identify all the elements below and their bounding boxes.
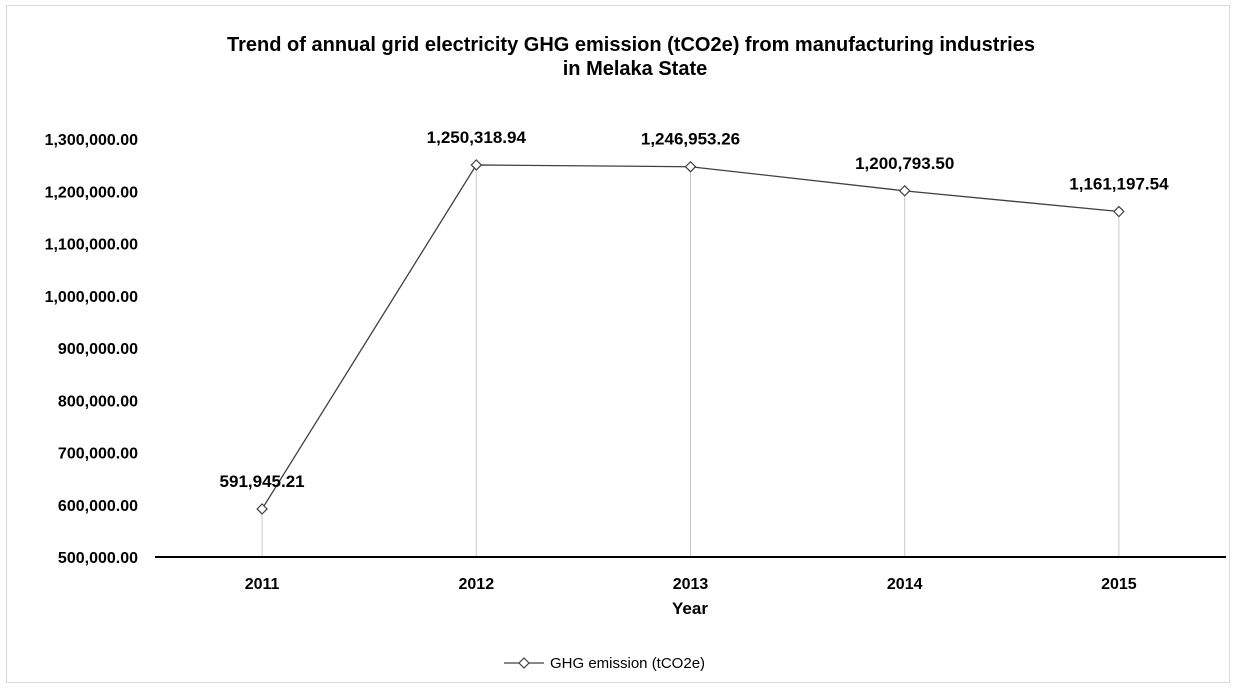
data-point-marker [256, 503, 268, 515]
data-label: 1,250,318.94 [427, 128, 527, 147]
x-tick-label: 2014 [887, 576, 923, 593]
chart-title: Trend of annual grid electricity GHG emi… [227, 34, 1035, 80]
chart-title-line-2: in Melaka State [563, 58, 708, 80]
data-point-marker [898, 184, 911, 197]
y-tick-label: 1,300,000.00 [45, 132, 139, 149]
y-tick-label: 500,000.00 [58, 550, 138, 567]
legend: GHG emission (tCO2e) [504, 655, 705, 672]
data-point-marker [470, 159, 483, 171]
x-axis-title: Year [672, 599, 708, 618]
x-tick-label: 2015 [1101, 576, 1137, 593]
y-tick-label: 1,000,000.00 [45, 289, 139, 306]
y-axis-tick-labels: 500,000.00 600,000.00 700,000.00 800,000.00… [45, 132, 139, 567]
data-point-marker [684, 160, 697, 173]
data-point-marker [1113, 205, 1125, 218]
chart-title-line-1: Trend of annual grid electricity GHG emi… [227, 34, 1035, 56]
x-tick-label: 2013 [673, 576, 709, 593]
legend-label: GHG emission (tCO2e) [550, 655, 705, 672]
data-label: 1,246,953.26 [641, 130, 740, 149]
legend-diamond-icon [518, 657, 530, 669]
series-ghg-emission: 591,945.21 1,250,318.94 1,246,953.26 1,200,… [220, 128, 1169, 515]
line-chart: Trend of annual grid electricity GHG emi… [45, 34, 1226, 672]
y-tick-label: 800,000.00 [58, 393, 138, 410]
y-tick-label: 1,100,000.00 [45, 237, 139, 254]
data-label: 591,945.21 [220, 472, 305, 491]
y-tick-label: 600,000.00 [58, 498, 138, 515]
x-tick-label: 2012 [459, 576, 495, 593]
drop-lines [261, 164, 1120, 557]
chart-frame: Trend of annual grid electricity GHG emi… [6, 5, 1230, 683]
y-tick-label: 700,000.00 [58, 446, 138, 463]
y-tick-label: 1,200,000.00 [45, 184, 139, 201]
data-label: 1,161,197.54 [1069, 175, 1169, 194]
y-tick-label: 900,000.00 [58, 341, 138, 358]
x-tick-label: 2011 [245, 576, 280, 593]
x-axis-tick-labels: 2011 2012 2013 2014 2015 [245, 576, 1137, 593]
data-label: 1,200,793.50 [855, 154, 954, 173]
